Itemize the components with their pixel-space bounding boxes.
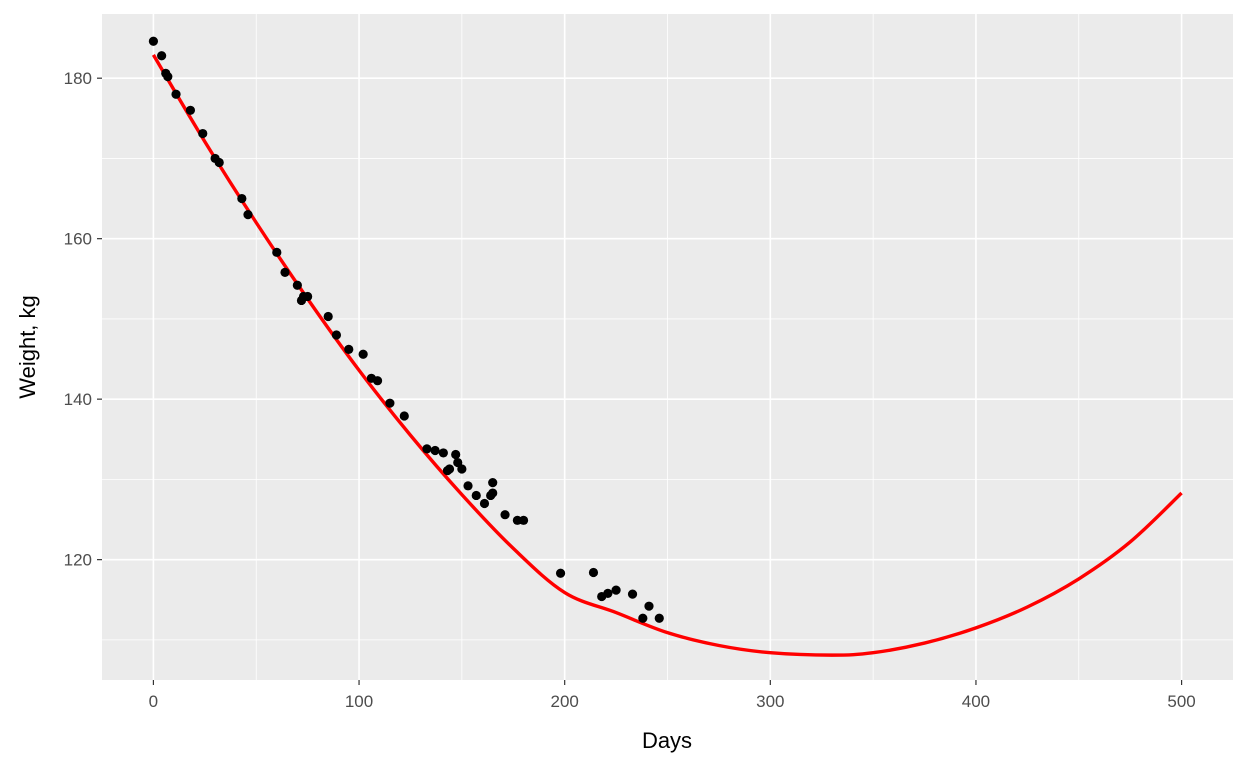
data-point [171, 89, 181, 99]
x-tick-label: 300 [756, 692, 784, 711]
data-point [280, 267, 290, 277]
data-point [518, 515, 529, 525]
data-point [488, 478, 498, 488]
data-point [479, 498, 490, 509]
data-point [457, 464, 467, 474]
major-gridlines [102, 14, 1233, 680]
data-point [588, 567, 599, 578]
data-point [243, 210, 253, 220]
x-tick-label: 200 [550, 692, 578, 711]
x-tick-label: 400 [962, 692, 990, 711]
data-point [323, 311, 333, 322]
data-point [422, 444, 432, 454]
data-point [358, 349, 368, 359]
data-point [163, 71, 173, 82]
y-tick-label: 140 [64, 390, 92, 409]
data-point [399, 411, 409, 421]
data-point [654, 613, 664, 623]
x-axis-ticks: 0 100 200 300 400 500 [149, 680, 1196, 711]
data-point [237, 193, 247, 204]
data-point [272, 247, 282, 257]
data-point [555, 568, 566, 578]
x-axis-title: Days [642, 728, 692, 753]
y-axis-title: Weight, kg [15, 295, 40, 399]
data-point [214, 157, 224, 168]
data-point [500, 510, 510, 520]
data-points-layer [148, 36, 664, 623]
data-point [644, 601, 654, 611]
data-point [451, 449, 461, 460]
y-tick-label: 120 [64, 551, 92, 570]
data-point [611, 585, 621, 595]
data-point [463, 481, 473, 491]
data-point [488, 488, 498, 498]
x-tick-label: 500 [1167, 692, 1195, 711]
data-point [372, 376, 383, 386]
data-point [638, 613, 648, 623]
y-axis-ticks: 120 140 160 180 [64, 69, 102, 570]
data-point [344, 344, 354, 355]
data-point [385, 398, 395, 408]
data-point [438, 448, 448, 458]
data-point [471, 490, 481, 501]
y-tick-label: 180 [64, 69, 92, 88]
data-point [303, 291, 313, 302]
data-point [430, 445, 440, 456]
x-tick-label: 100 [345, 692, 373, 711]
data-point [198, 128, 208, 139]
data-point [157, 51, 167, 61]
data-point [148, 36, 159, 46]
y-tick-label: 160 [64, 230, 92, 249]
data-point [603, 588, 613, 598]
data-point [627, 589, 638, 599]
data-point [292, 280, 302, 290]
data-point [331, 330, 342, 340]
minor-gridlines [102, 14, 1233, 680]
x-tick-label: 0 [149, 692, 158, 711]
data-point [444, 464, 455, 474]
data-point [185, 105, 196, 115]
